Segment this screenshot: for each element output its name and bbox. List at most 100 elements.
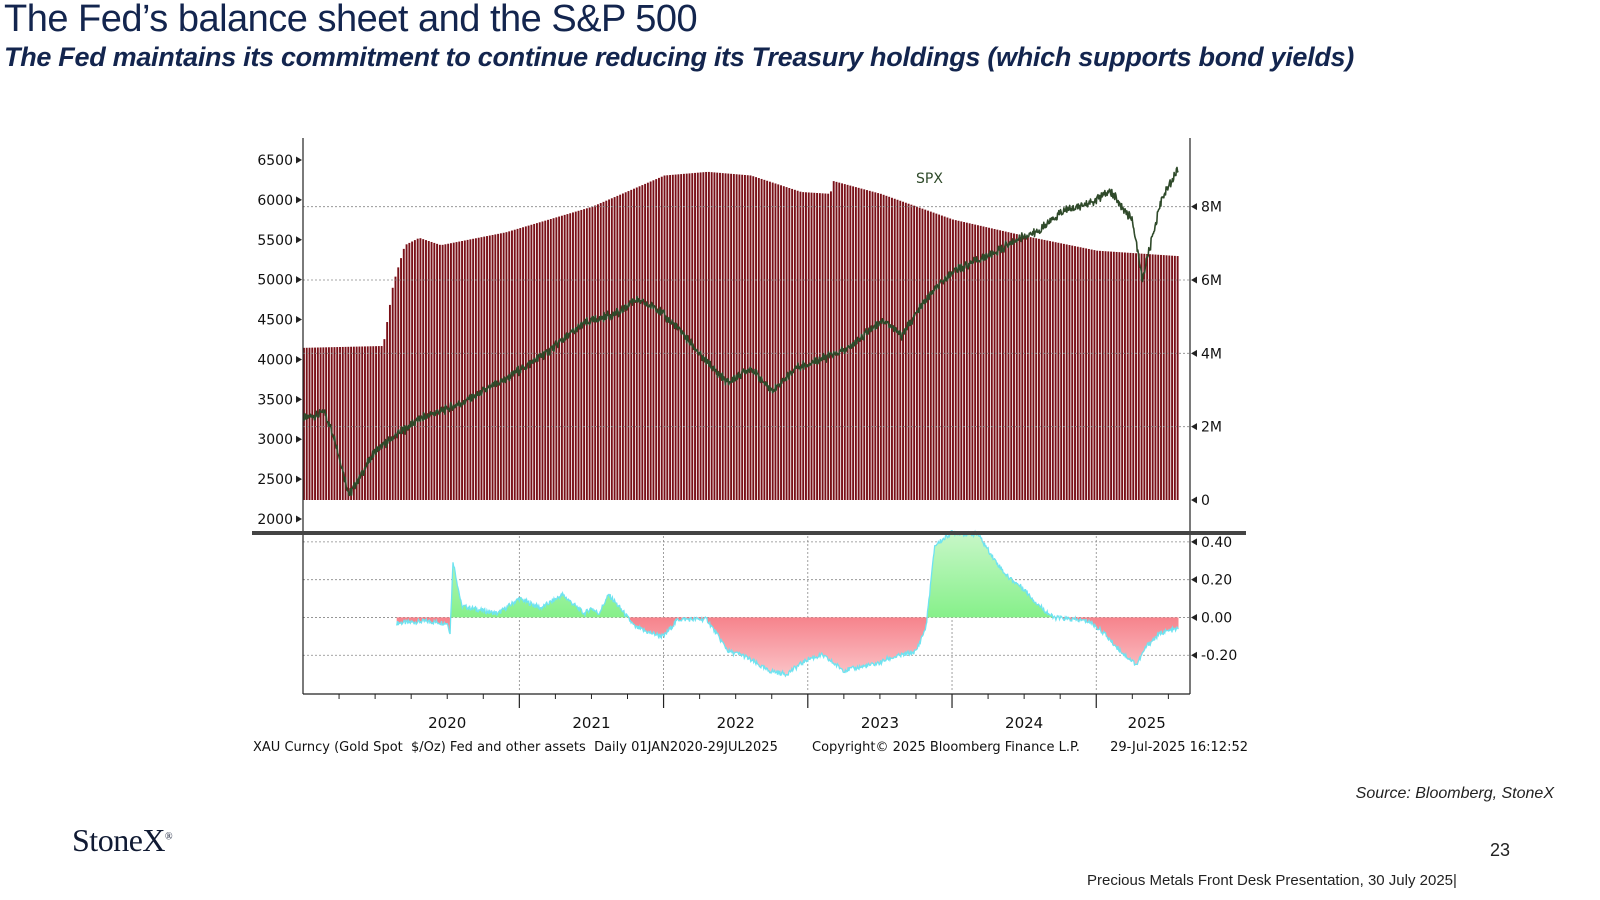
fed-assets-bar (1054, 242, 1057, 500)
fed-assets-bar (1046, 240, 1049, 500)
fed-assets-bar (829, 191, 832, 500)
fed-assets-bar (735, 174, 738, 500)
axes: 6500 6000 5500 5000 4500 4000 3500 3000 2500 2000… (252, 138, 1246, 732)
fed-assets-bar (1015, 234, 1018, 500)
fed-assets-bar (821, 193, 824, 500)
fed-assets-bar (694, 172, 696, 500)
fed-assets-bar (1118, 252, 1121, 500)
footer-text: Precious Metals Front Desk Presentation,… (1087, 872, 1457, 889)
fed-assets-bar (1060, 243, 1063, 500)
fed-assets-bar (1121, 252, 1124, 500)
left-tick-marker (296, 475, 302, 483)
fed-assets-bar (796, 190, 799, 501)
fed-assets-bar (871, 191, 874, 500)
fed-assets-bar (793, 189, 796, 500)
fed-assets-bar (605, 200, 608, 501)
fed-assets-bar (1176, 256, 1179, 500)
fed-assets-bar (441, 244, 444, 500)
fed-assets-bar (408, 242, 411, 500)
fed-assets-bar (879, 193, 882, 500)
fed-assets-bar (1151, 254, 1154, 500)
fed-assets-bar (330, 347, 333, 500)
fed-assets-bar (1093, 250, 1096, 500)
fed-assets-bar (577, 210, 580, 500)
fed-assets-bar (613, 197, 616, 500)
fed-assets-bar (888, 196, 891, 501)
fed-assets-bar (763, 179, 766, 500)
fed-assets-bar (1171, 255, 1174, 500)
fed-assets-bar (721, 173, 724, 500)
fed-assets-bar (874, 192, 877, 500)
fed-assets-bar (924, 209, 927, 500)
fed-assets-bar (619, 194, 622, 500)
fed-assets-bar (813, 192, 816, 500)
fed-assets-bar (347, 346, 350, 500)
fed-assets-bar (1018, 234, 1021, 501)
fed-assets-bar (1029, 237, 1032, 500)
fed-assets-bar (444, 244, 447, 500)
left-tick-label: 6000 (257, 193, 293, 209)
fed-assets-bar (724, 173, 727, 500)
fed-assets-bar (649, 181, 652, 501)
fed-assets-bar (425, 240, 427, 500)
fed-assets-bar (361, 346, 364, 500)
fed-assets-bar (738, 174, 741, 500)
fed-assets-bar (566, 214, 569, 500)
fed-assets-bar (524, 226, 527, 500)
fed-assets-bar (907, 203, 910, 500)
fed-assets-bar (1057, 242, 1060, 500)
bottom-tick-label: 0.40 (1201, 535, 1232, 551)
fed-assets-bar (824, 193, 827, 500)
fed-assets-bar (580, 209, 583, 500)
fed-assets-bar (1112, 251, 1115, 500)
fed-assets-bar (1137, 253, 1140, 500)
fed-assets-bar (1010, 232, 1013, 500)
fed-assets-bar (635, 187, 638, 501)
fed-assets-bar (447, 243, 450, 501)
fed-assets-bar (835, 181, 838, 500)
fed-assets-bar (352, 346, 355, 500)
fed-assets-bar (1051, 241, 1054, 500)
fed-assets-bar (430, 241, 433, 500)
right-tick-label: 2M (1201, 420, 1222, 436)
fed-assets-bar (938, 214, 941, 500)
page-number: 23 (1490, 840, 1511, 860)
right-tick-marker (1191, 203, 1197, 211)
fed-assets-bar (1021, 235, 1024, 500)
left-tick-marker (296, 316, 302, 324)
bottom-tick-label: 0.00 (1201, 610, 1232, 626)
fed-assets-bar (899, 200, 902, 501)
fed-assets-bar (658, 177, 660, 500)
fed-assets-bar (369, 346, 372, 500)
left-tick-marker (296, 395, 302, 403)
fed-assets-bar (569, 213, 572, 500)
fed-assets-bar (746, 175, 749, 500)
fed-assets-bar (1173, 255, 1176, 500)
fed-assets-bar (436, 243, 439, 500)
fed-assets-bar (541, 221, 544, 500)
fed-assets-bar (921, 208, 924, 500)
fed-assets-bar (913, 205, 916, 500)
fed-assets-bar (372, 346, 375, 500)
fed-assets-bar (608, 199, 610, 500)
fed-assets-bar (380, 346, 383, 500)
fed-assets-bar (1107, 251, 1110, 500)
fed-assets-bar (602, 201, 605, 500)
fed-assets-bar (777, 184, 780, 500)
fed-assets-bar (1104, 251, 1107, 500)
fed-assets-bar (1110, 251, 1113, 500)
fed-assets-bar (696, 172, 699, 500)
fed-assets-bar (807, 192, 810, 500)
fed-assets-bar (680, 174, 683, 500)
fed-assets-bar (366, 346, 369, 500)
fed-assets-bar (555, 217, 558, 501)
spx-price-line (302, 166, 1179, 497)
fed-assets-bar (957, 220, 960, 500)
fed-assets-bar (638, 186, 641, 501)
fed-assets-bar (902, 201, 904, 501)
fed-assets-bar (663, 175, 666, 500)
fed-assets-bar (333, 347, 336, 500)
page-subtitle: The Fed maintains its commitment to cont… (4, 42, 1354, 72)
fed-assets-bar (325, 347, 328, 500)
